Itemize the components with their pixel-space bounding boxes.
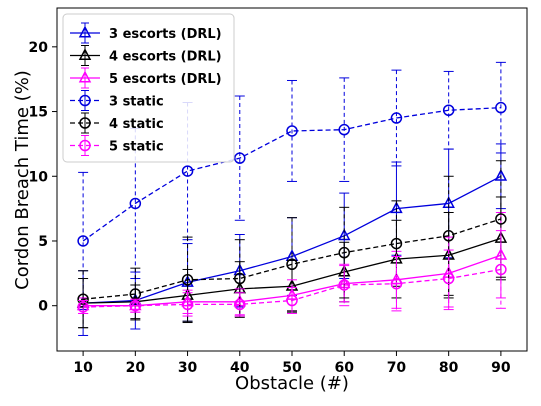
legend-label: 4 escorts (DRL) xyxy=(109,50,222,65)
x-axis-title: Obstacle (#) xyxy=(235,373,349,394)
circle-marker xyxy=(181,298,194,311)
circle-marker xyxy=(234,298,246,311)
circle-marker xyxy=(77,235,89,247)
triangle-marker xyxy=(285,287,299,300)
y-tick-label: 0 xyxy=(38,299,48,315)
x-tick-label: 30 xyxy=(178,360,198,376)
series-layer xyxy=(76,61,508,336)
legend-label: 5 static xyxy=(109,140,164,155)
series-line xyxy=(83,268,501,308)
x-tick-label: 20 xyxy=(126,360,146,376)
triangle-marker xyxy=(78,70,92,83)
circle-marker xyxy=(286,258,298,271)
series-line xyxy=(83,218,502,300)
legend-label: 3 escorts (DRL) xyxy=(109,27,222,42)
circle-marker xyxy=(338,123,350,136)
circle-marker xyxy=(79,139,91,152)
circle-marker xyxy=(77,301,89,313)
legend-entry: 5 escorts (DRL) xyxy=(70,67,222,89)
triangle-marker xyxy=(78,48,92,60)
circle-marker xyxy=(390,277,403,290)
legend-entry: 4 escorts (DRL) xyxy=(70,45,222,66)
circle-marker xyxy=(338,246,350,259)
triangle-marker xyxy=(337,228,351,241)
y-tick-label: 10 xyxy=(29,169,49,185)
circle-marker xyxy=(286,294,298,307)
legend-entry: 4 static xyxy=(70,112,164,134)
triangle-marker xyxy=(494,168,508,181)
axes-layer: 10 20 30 40 50 60 70 80 90 0 5 10 15 20 xyxy=(29,40,511,376)
circle-marker xyxy=(234,272,246,285)
y-tick-label: 5 xyxy=(38,234,48,250)
legend-frame xyxy=(62,13,235,163)
circle-marker xyxy=(234,152,246,164)
circle-marker xyxy=(442,230,455,242)
x-tick-label: 10 xyxy=(73,360,93,376)
legend-label: 4 static xyxy=(109,117,164,132)
circle-marker xyxy=(286,125,298,137)
circle-marker xyxy=(79,94,91,107)
legend-entry: 5 static xyxy=(70,135,164,156)
series-3 xyxy=(77,61,507,311)
circle-marker xyxy=(495,263,507,276)
circle-marker xyxy=(495,213,507,225)
legend-entry: 3 static xyxy=(70,90,164,111)
circle-marker xyxy=(338,279,350,291)
legend: 3 escorts (DRL) 4 escorts (DRL) 5 escorts … xyxy=(62,13,235,163)
circle-marker xyxy=(181,165,194,177)
circle-marker xyxy=(442,272,455,285)
legend-entry: 3 escorts (DRL) xyxy=(70,22,222,44)
circle-marker xyxy=(79,117,91,129)
circle-marker xyxy=(390,112,403,124)
circle-marker xyxy=(390,237,403,250)
triangle-marker xyxy=(78,25,92,38)
circle-marker xyxy=(181,274,194,286)
y-axis-title: Cordon Breach Time (%) xyxy=(12,70,33,290)
x-tick-label: 50 xyxy=(282,360,302,376)
series-line xyxy=(82,107,501,242)
circle-marker xyxy=(495,101,507,114)
y-tick-label: 15 xyxy=(29,105,48,121)
x-tick-label: 70 xyxy=(387,360,407,376)
y-tick-label: 20 xyxy=(29,40,49,56)
x-tick-label: 60 xyxy=(334,360,354,376)
x-tick-label: 80 xyxy=(439,360,459,376)
legend-label: 5 escorts (DRL) xyxy=(109,72,222,87)
x-tick-label: 90 xyxy=(491,360,511,376)
circle-marker xyxy=(442,104,455,117)
x-tick-label: 40 xyxy=(230,360,250,376)
circle-marker xyxy=(129,197,142,210)
series-5 xyxy=(77,230,507,317)
triangle-marker xyxy=(390,201,403,214)
legend-label: 3 static xyxy=(109,95,164,110)
circle-marker xyxy=(129,299,142,312)
